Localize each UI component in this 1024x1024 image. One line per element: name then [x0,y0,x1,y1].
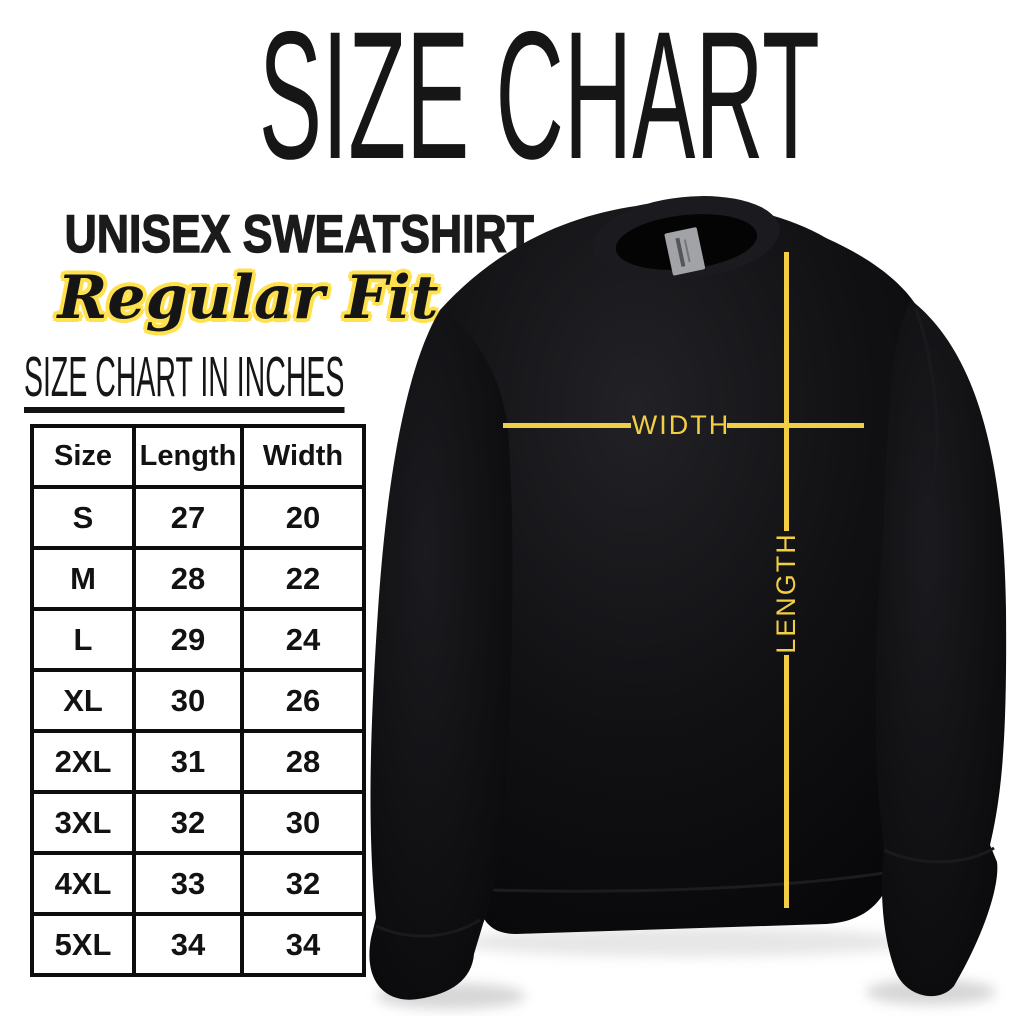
sweatshirt-body [440,201,956,935]
length-cell: 27 [132,485,244,550]
sweatshirt-graphic [369,196,1007,1009]
length-cell: 33 [132,851,244,916]
length-cell: 30 [132,668,244,733]
table-row: 3XL 32 30 [30,790,366,855]
size-cell: 5XL [30,912,136,977]
right-sleeve [875,300,1007,997]
sweatshirt-photo: WIDTH LENGTH [356,190,1024,1016]
fit-label-text: Regular Fit [57,263,439,333]
table-row: M 28 22 [30,546,366,611]
length-cell: 28 [132,546,244,611]
product-name: UNISEX SWEATSHIRT [20,205,534,265]
length-line-top [784,252,789,531]
width-cell: 26 [240,668,366,733]
width-cell: 32 [240,851,366,916]
collar-brand-tag-icon [664,227,706,276]
length-cell: 31 [132,729,244,794]
width-line-left [503,423,631,428]
fit-label: Regular Fit [20,262,476,334]
hem-seam [490,870,892,893]
width-cell: 28 [240,729,366,794]
width-cell: 20 [240,485,366,550]
size-cell: M [30,546,136,611]
product-name-text: UNISEX SWEATSHIRT [64,205,534,265]
size-cell: L [30,607,136,672]
width-cell: 30 [240,790,366,855]
page-title: SIZE CHART [0,0,1024,197]
length-line-bottom [784,655,789,908]
table-heading: SIZE CHART IN INCHES [24,349,665,413]
table-header-row: Size Length Width [30,424,366,489]
column-header-width: Width [240,424,366,489]
table-row: XL 30 26 [30,668,366,733]
length-cell: 32 [132,790,244,855]
size-cell: S [30,485,136,550]
length-cell: 29 [132,607,244,672]
column-header-size: Size [30,424,136,489]
width-cell: 22 [240,546,366,611]
table-heading-text: SIZE CHART IN INCHES [24,349,345,413]
size-cell: XL [30,668,136,733]
table-row: 4XL 33 32 [30,851,366,916]
table-row: 5XL 34 34 [30,912,366,977]
width-line-right [727,423,864,428]
length-label: LENGTH [771,532,801,654]
size-table: Size Length Width S 27 20 M 28 22 L 29 2… [30,424,366,977]
size-cell: 3XL [30,790,136,855]
table-row: S 27 20 [30,485,366,550]
table-row: 2XL 31 28 [30,729,366,794]
left-sleeve [369,310,513,1000]
column-header-length: Length [132,424,244,489]
width-label: WIDTH [631,410,731,440]
table-row: L 29 24 [30,607,366,672]
right-sleeve-seam [883,307,995,864]
page-title-text: SIZE CHART [258,0,820,197]
width-cell: 34 [240,912,366,977]
width-cell: 24 [240,607,366,672]
size-cell: 2XL [30,729,136,794]
left-cuff-seam [375,918,481,938]
size-cell: 4XL [30,851,136,916]
length-cell: 34 [132,912,244,977]
